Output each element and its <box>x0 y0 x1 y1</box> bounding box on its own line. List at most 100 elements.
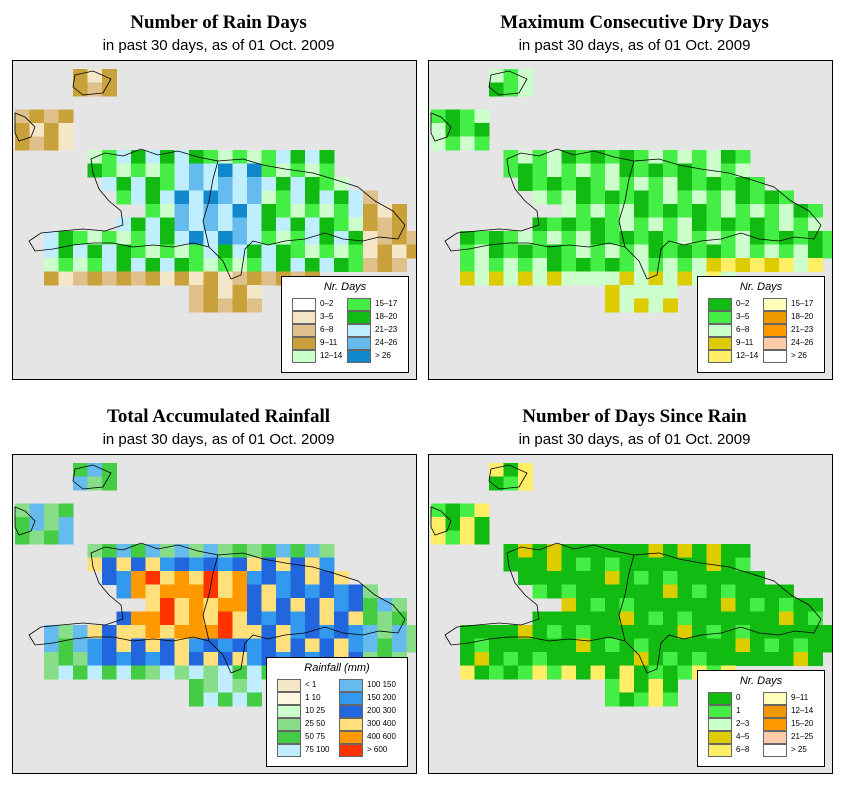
grid-cell <box>532 625 548 639</box>
grid-cell <box>145 231 161 245</box>
panel-subtitle: in past 30 days, as of 01 Oct. 2009 <box>102 37 335 54</box>
panel-title: Maximum Consecutive Dry Days <box>500 12 769 33</box>
grid-cell <box>750 652 765 666</box>
legend-label: 12–14 <box>791 706 814 715</box>
grid-cell <box>73 665 88 680</box>
grid-cell <box>532 244 548 259</box>
grid-cell <box>174 258 190 272</box>
grid-cell <box>290 571 306 585</box>
grid-cell <box>116 665 132 680</box>
legend-item: 24–26 <box>763 336 813 350</box>
coastline-west <box>14 112 36 142</box>
map-grid <box>14 69 416 313</box>
legend-item: 9–11 <box>292 336 337 350</box>
grid-cell <box>261 231 277 245</box>
grid-cell <box>58 625 74 639</box>
legend-swatch <box>763 731 787 744</box>
grid-cell <box>764 190 780 205</box>
grid-cell <box>218 598 233 612</box>
grid-cell <box>116 638 132 653</box>
grid-cell <box>576 258 591 272</box>
grid-cell <box>648 150 664 164</box>
grid-cell <box>561 544 577 558</box>
grid-cell <box>561 271 577 286</box>
grid-cell <box>590 177 606 191</box>
grid-cell <box>721 625 736 639</box>
grid-cell <box>160 244 175 259</box>
grid-cell <box>203 557 219 572</box>
grid-cell <box>218 150 233 164</box>
grid-cell <box>489 244 504 259</box>
grid-cell <box>189 258 204 272</box>
grid-cell <box>474 503 490 518</box>
legend-label: 0 <box>736 693 741 702</box>
grid-cell <box>377 638 393 653</box>
grid-cell <box>174 190 190 205</box>
legend-item: 18–20 <box>347 310 397 324</box>
grid-cell <box>102 638 117 653</box>
grid-cell <box>721 150 736 164</box>
grid-cell <box>474 665 490 680</box>
grid-cell <box>189 625 204 639</box>
grid-cell <box>663 638 678 653</box>
grid-cell <box>503 258 519 272</box>
grid-cell <box>721 544 736 558</box>
grid-cell <box>363 611 378 626</box>
grid-cell <box>634 571 649 585</box>
grid-cell <box>706 177 722 191</box>
grid-cell <box>29 123 45 137</box>
grid-cell <box>721 177 736 191</box>
grid-cell <box>460 258 475 272</box>
grid-cell <box>232 652 248 666</box>
grid-cell <box>73 69 88 83</box>
grid-cell <box>189 150 204 164</box>
grid-cell <box>692 625 707 639</box>
grid-cell <box>663 258 678 272</box>
grid-cell <box>189 217 204 232</box>
grid-cell <box>663 557 678 572</box>
grid-cell <box>764 611 780 626</box>
grid-cell <box>363 244 378 259</box>
grid-cell <box>116 652 132 666</box>
grid-cell <box>518 665 533 680</box>
grid-cell <box>218 611 233 626</box>
grid-cell <box>605 692 620 707</box>
grid-cell <box>203 163 219 178</box>
grid-cell <box>619 285 635 299</box>
grid-cell <box>474 652 490 666</box>
grid-cell <box>218 625 233 639</box>
grid-cell <box>605 177 620 191</box>
legend-item: 24–26 <box>347 336 397 350</box>
grid-cell <box>276 231 291 245</box>
legend-swatch <box>763 337 787 350</box>
grid-cell <box>116 217 132 232</box>
grid-cell <box>445 136 461 151</box>
grid-cell <box>677 571 693 585</box>
grid-cell <box>276 163 291 178</box>
legend-item: 0–2 <box>708 297 749 311</box>
grid-cell <box>503 625 519 639</box>
border-line <box>202 554 219 642</box>
grid-cell <box>619 244 635 259</box>
grid-cell <box>160 190 175 205</box>
grid-cell <box>247 611 262 626</box>
grid-cell <box>247 271 262 286</box>
grid-cell <box>619 298 635 313</box>
grid-cell <box>406 625 416 639</box>
grid-cell <box>561 557 577 572</box>
grid-cell <box>750 571 765 585</box>
grid-cell <box>261 625 277 639</box>
grid-cell <box>808 625 823 639</box>
grid-cell <box>290 244 306 259</box>
grid-cell <box>189 177 204 191</box>
legend-swatch <box>277 705 301 718</box>
map-rain-days: Nr. Days 0–2 3–5 6–8 9–11 12–14 15–17 18–20 21–… <box>12 60 417 380</box>
grid-cell <box>648 679 664 693</box>
grid-cell <box>58 517 74 531</box>
grid-cell <box>232 190 248 205</box>
grid-cell <box>503 271 519 286</box>
grid-cell <box>735 217 751 232</box>
grid-cell <box>750 625 765 639</box>
grid-cell <box>305 598 320 612</box>
grid-cell <box>261 611 277 626</box>
